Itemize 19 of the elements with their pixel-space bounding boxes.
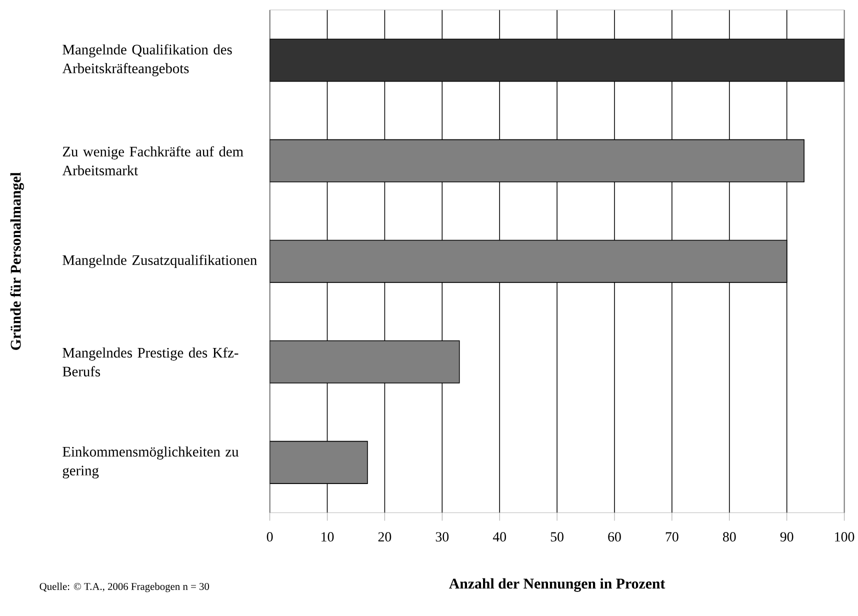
x-tick-label: 40 (492, 532, 506, 542)
y-axis-title: Gründe für Personalmangel (10, 172, 24, 350)
x-tick-label: 80 (722, 532, 736, 542)
x-tick-label: 60 (608, 532, 621, 542)
x-tick-label: 50 (550, 532, 564, 542)
x-axis-title: Anzahl der Nennungen in Prozent (449, 578, 666, 592)
y-tick-label: Zu wenige Fachkräfte auf dem Arbeitsmarkt (62, 146, 244, 176)
x-tick-label: 0 (266, 532, 273, 542)
y-tick-label: Einkommensmöglichkeiten zu gering (62, 446, 239, 478)
y-tick-label: Mangelndes Prestige des Kfz-Berufs (62, 347, 238, 376)
x-tick-label: 70 (666, 532, 678, 542)
y-tick-label: Mangelnde Qualifikation des Arbeitskräfteangebots (62, 44, 232, 76)
x-tick-label: 90 (780, 532, 794, 542)
y-tick-label: Mangelnde Zusatzqualifikationen (62, 254, 257, 268)
x-tick-label: 30 (436, 532, 449, 542)
x-tick-label: 10 (322, 532, 334, 542)
x-tick-label: 20 (378, 532, 392, 542)
x-tick-label: 100 (835, 532, 854, 542)
source-note: Quelle: © T.A., 2006 Fragebogen n = 30 (40, 582, 210, 592)
